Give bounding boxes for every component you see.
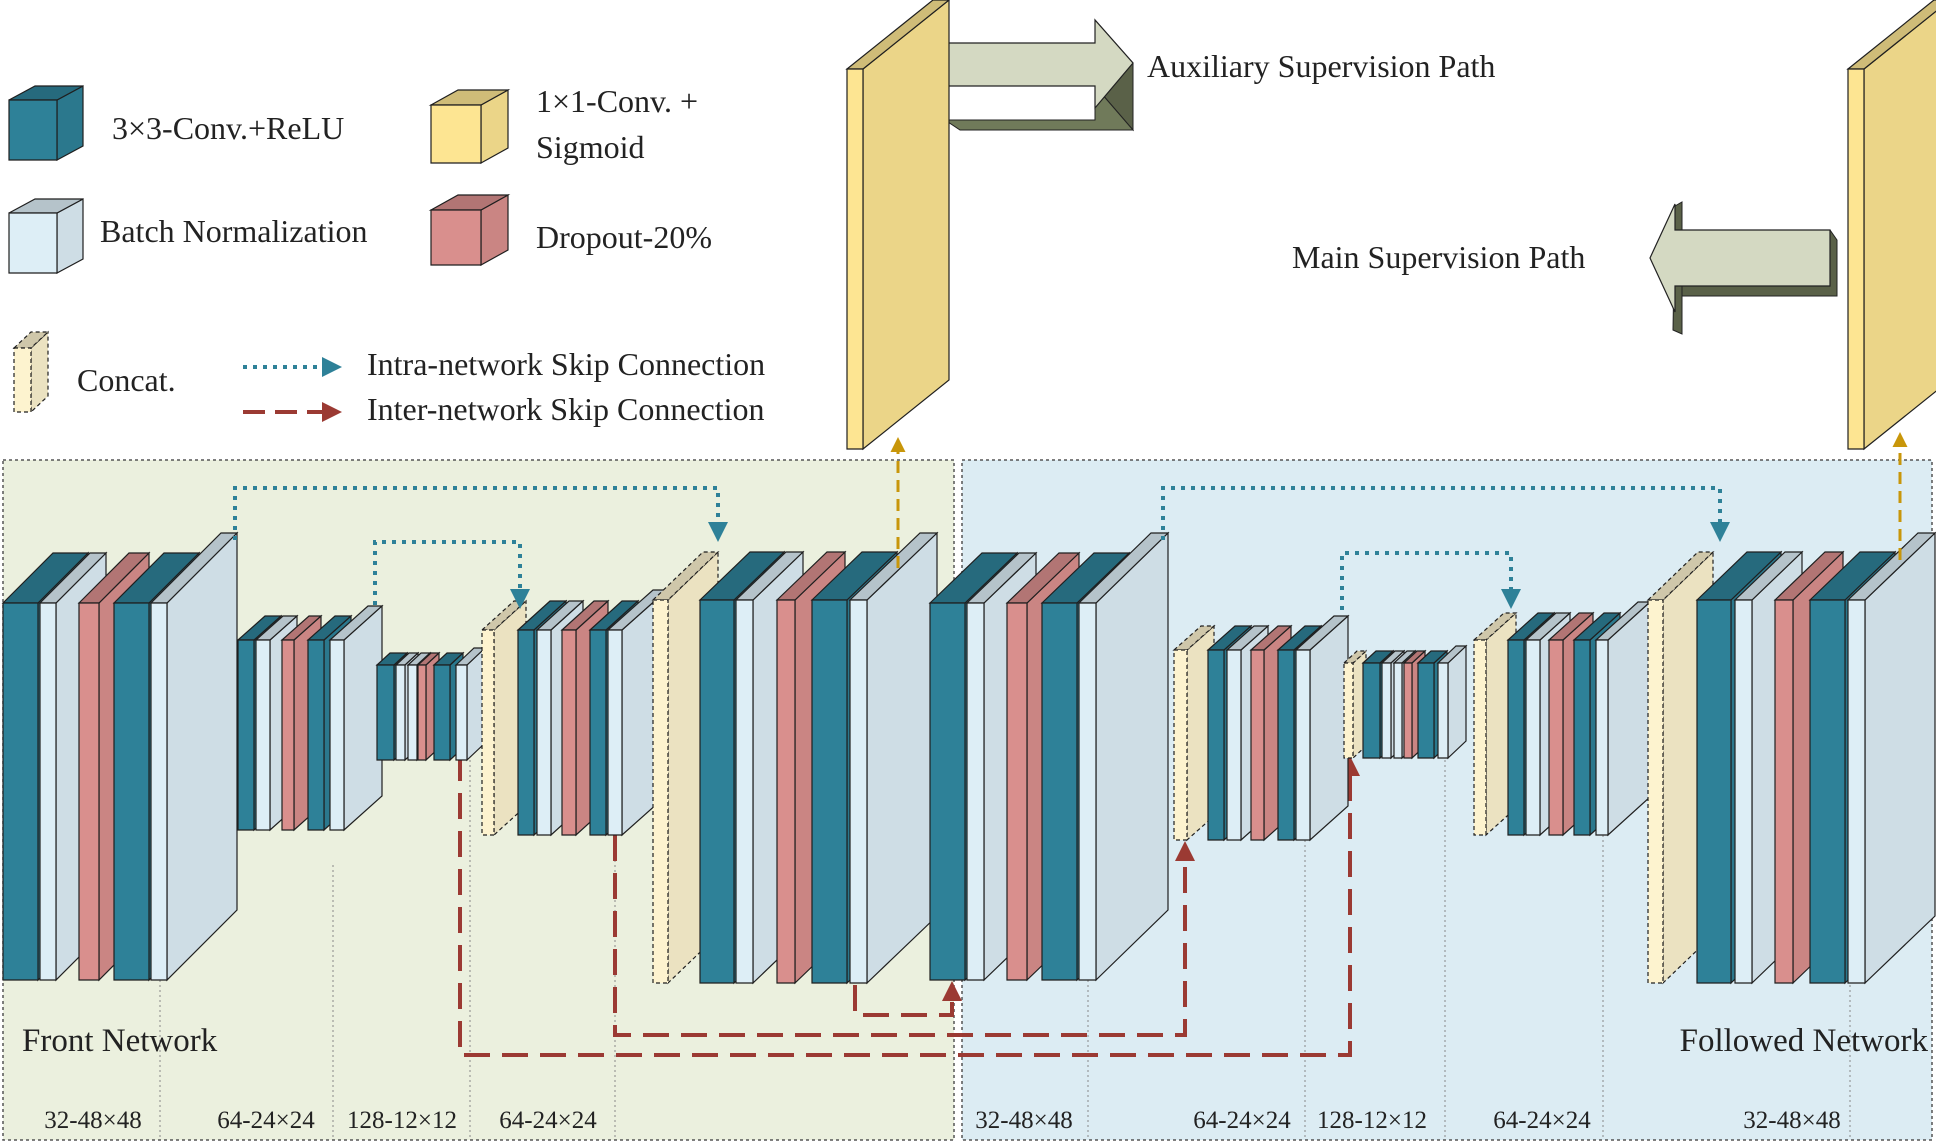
dim-label-followed-4: 64-24×24: [1493, 1107, 1591, 1134]
main-path-label: Main Supervision Path: [1292, 239, 1585, 275]
layer-block-group-3: [375, 646, 487, 762]
legend-conv1x1-icon: [428, 88, 511, 165]
legend: 3×3-Conv.+ReLU 1×1-Conv. + Sigmoid Batch…: [8, 83, 765, 427]
legend-conv1x1-label-line1: 1×1-Conv. +: [536, 83, 698, 119]
dim-label-followed-1: 32-48×48: [975, 1107, 1072, 1134]
batch-norm-layer: [1594, 600, 1652, 837]
dimension-dividers: [159, 740, 1851, 1140]
layer-block-group-6: [928, 531, 1170, 982]
followed-network-title: Followed Network: [1680, 1023, 1929, 1059]
concat-layer: [1172, 624, 1216, 842]
auxiliary-output-map: [845, 0, 950, 451]
dim-label-followed-2: 64-24×24: [1193, 1107, 1291, 1134]
legend-inter-skip-label: Inter-network Skip Connection: [367, 391, 765, 427]
batch-norm-layer: [149, 531, 239, 982]
legend-conv1x1-label-line2: Sigmoid: [536, 129, 644, 165]
front-network-title: Front Network: [22, 1023, 218, 1059]
output-maps: [845, 0, 1936, 451]
intra-skip-followed-outer: [1161, 486, 1730, 542]
layer-block-group-10: [1646, 531, 1936, 985]
dim-label-front-1: 32-48×48: [44, 1107, 141, 1134]
inter-skip-2: [613, 835, 1195, 1037]
intra-skip-followed-inner: [1340, 551, 1521, 610]
auxiliary-path-label: Auxiliary Supervision Path: [1147, 48, 1495, 84]
dim-label-followed-5: 32-48×48: [1743, 1107, 1840, 1134]
dim-label-followed-3: 128-12×12: [1317, 1107, 1427, 1134]
legend-intra-skip-label: Intra-network Skip Connection: [367, 346, 765, 382]
main-output-map: [1846, 0, 1936, 451]
main-supervision-arrow: [1649, 201, 1838, 335]
batch-norm-layer: [1846, 531, 1936, 985]
batch-norm-layer: [848, 531, 939, 985]
layer-block-group-8: [1342, 644, 1468, 760]
batch-norm-layer: [1077, 531, 1170, 982]
dim-label-front-4: 64-24×24: [499, 1107, 597, 1134]
legend-batch-norm-icon: [8, 197, 84, 275]
dim-label-front-2: 64-24×24: [217, 1107, 315, 1134]
layer-block-group-2: [236, 604, 384, 832]
layer-block-group-5: [651, 531, 939, 985]
legend-concat-icon: [12, 330, 50, 414]
inter-skip-1: [853, 981, 962, 1017]
intra-network-skip-connections: [233, 486, 1730, 610]
intra-skip-front-inner: [373, 540, 530, 609]
layer-block-group-7: [1172, 614, 1350, 842]
legend-dropout-label: Dropout-20%: [536, 219, 712, 255]
batch-norm-layer: [1294, 614, 1350, 842]
inter-network-skip-connections: [458, 755, 1360, 1057]
network-blocks: [1, 531, 1936, 985]
auxiliary-supervision-arrow: [943, 18, 1135, 132]
batch-norm-layer: [328, 604, 384, 832]
legend-conv-relu-icon: [8, 84, 84, 162]
layer-block-group-4: [480, 588, 669, 837]
layer-block-group-9: [1472, 600, 1652, 837]
intra-skip-front-outer: [233, 486, 728, 542]
layer-block-group-1: [1, 531, 239, 982]
legend-conv-relu-label: 3×3-Conv.+ReLU: [112, 110, 344, 146]
output-connections: [890, 432, 1908, 568]
batch-norm-layer: [1436, 644, 1468, 760]
batch-norm-layer: [454, 646, 487, 762]
legend-concat-label: Concat.: [77, 362, 176, 398]
legend-batch-norm-label: Batch Normalization: [100, 213, 367, 249]
legend-dropout-icon: [428, 193, 511, 267]
dim-label-front-3: 128-12×12: [347, 1107, 457, 1134]
inter-skip-3: [458, 755, 1360, 1057]
